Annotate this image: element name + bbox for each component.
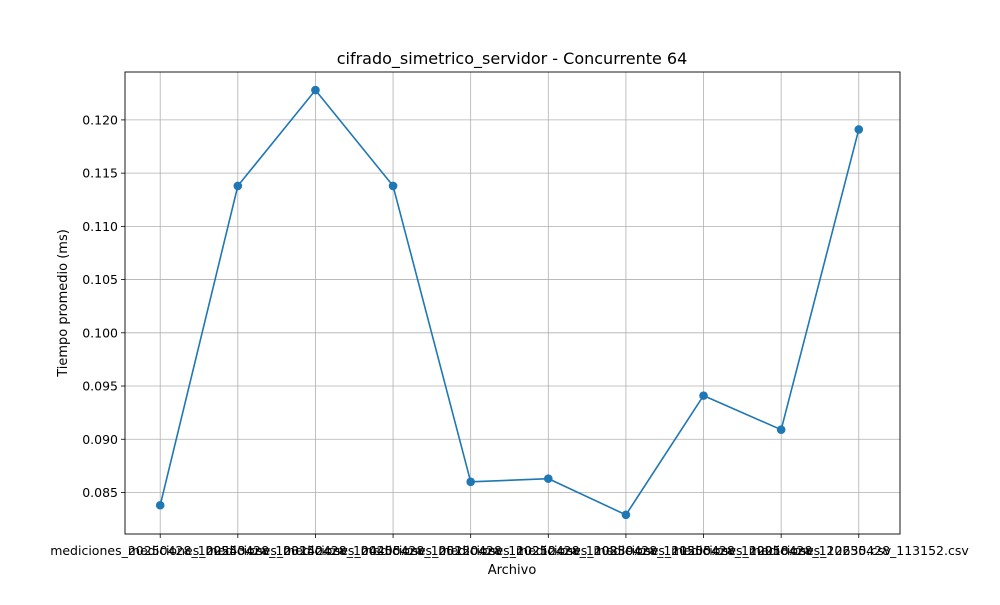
- x-tick-label: mediciones_20250428_112018.csv: [594, 543, 815, 558]
- data-point: [155, 500, 165, 510]
- plot-area-frame: [124, 71, 901, 535]
- grid: [125, 72, 900, 534]
- y-tick-label: 0.100: [82, 325, 118, 340]
- x-tick-label: mediciones_20250428_110212.csv: [361, 543, 582, 558]
- y-tick-label: 0.115: [82, 166, 118, 181]
- y-tick-label: 0.120: [82, 112, 118, 127]
- y-tick-label: 0.105: [82, 272, 118, 287]
- x-tick-label: mediciones_20250428_105120.csv: [283, 543, 504, 558]
- data-point: [233, 181, 243, 191]
- x-tick-label: mediciones_20250428_112635.csv: [671, 543, 892, 558]
- series: [155, 85, 864, 520]
- y-tick-label: 0.085: [82, 485, 118, 500]
- data-point: [544, 474, 553, 483]
- series-line: [159, 89, 860, 516]
- x-tick-label: mediciones_20250428_103142.csv: [128, 543, 349, 558]
- y-axis-label: Tiempo promedio (ms): [56, 229, 71, 378]
- data-point: [311, 85, 320, 95]
- data-point: [776, 425, 786, 434]
- y-tick-label: 0.110: [82, 219, 118, 234]
- x-tick-label: mediciones_20250428_113152.csv: [749, 543, 970, 558]
- x-tick-label: mediciones_20250428_102543.csv: [50, 543, 271, 558]
- data-point: [466, 477, 475, 487]
- y-tick-label: 0.095: [82, 379, 118, 394]
- data-point: [621, 510, 631, 520]
- y-tick-label: 0.090: [82, 432, 118, 447]
- x-tick-label: mediciones_20250428_111505.csv: [516, 543, 737, 558]
- axis-ticks: mediciones_20250428_102543.csvmediciones…: [50, 112, 969, 558]
- x-axis-label: Archivo: [488, 563, 537, 578]
- x-tick-label: mediciones_20250428_110839.csv: [438, 543, 659, 558]
- x-tick-label: mediciones_20250428_104405.csv: [205, 543, 426, 558]
- data-point: [388, 181, 398, 191]
- data-point: [854, 125, 864, 134]
- data-point: [699, 391, 708, 400]
- chart-title: cifrado_simetrico_servidor - Concurrente…: [337, 49, 688, 69]
